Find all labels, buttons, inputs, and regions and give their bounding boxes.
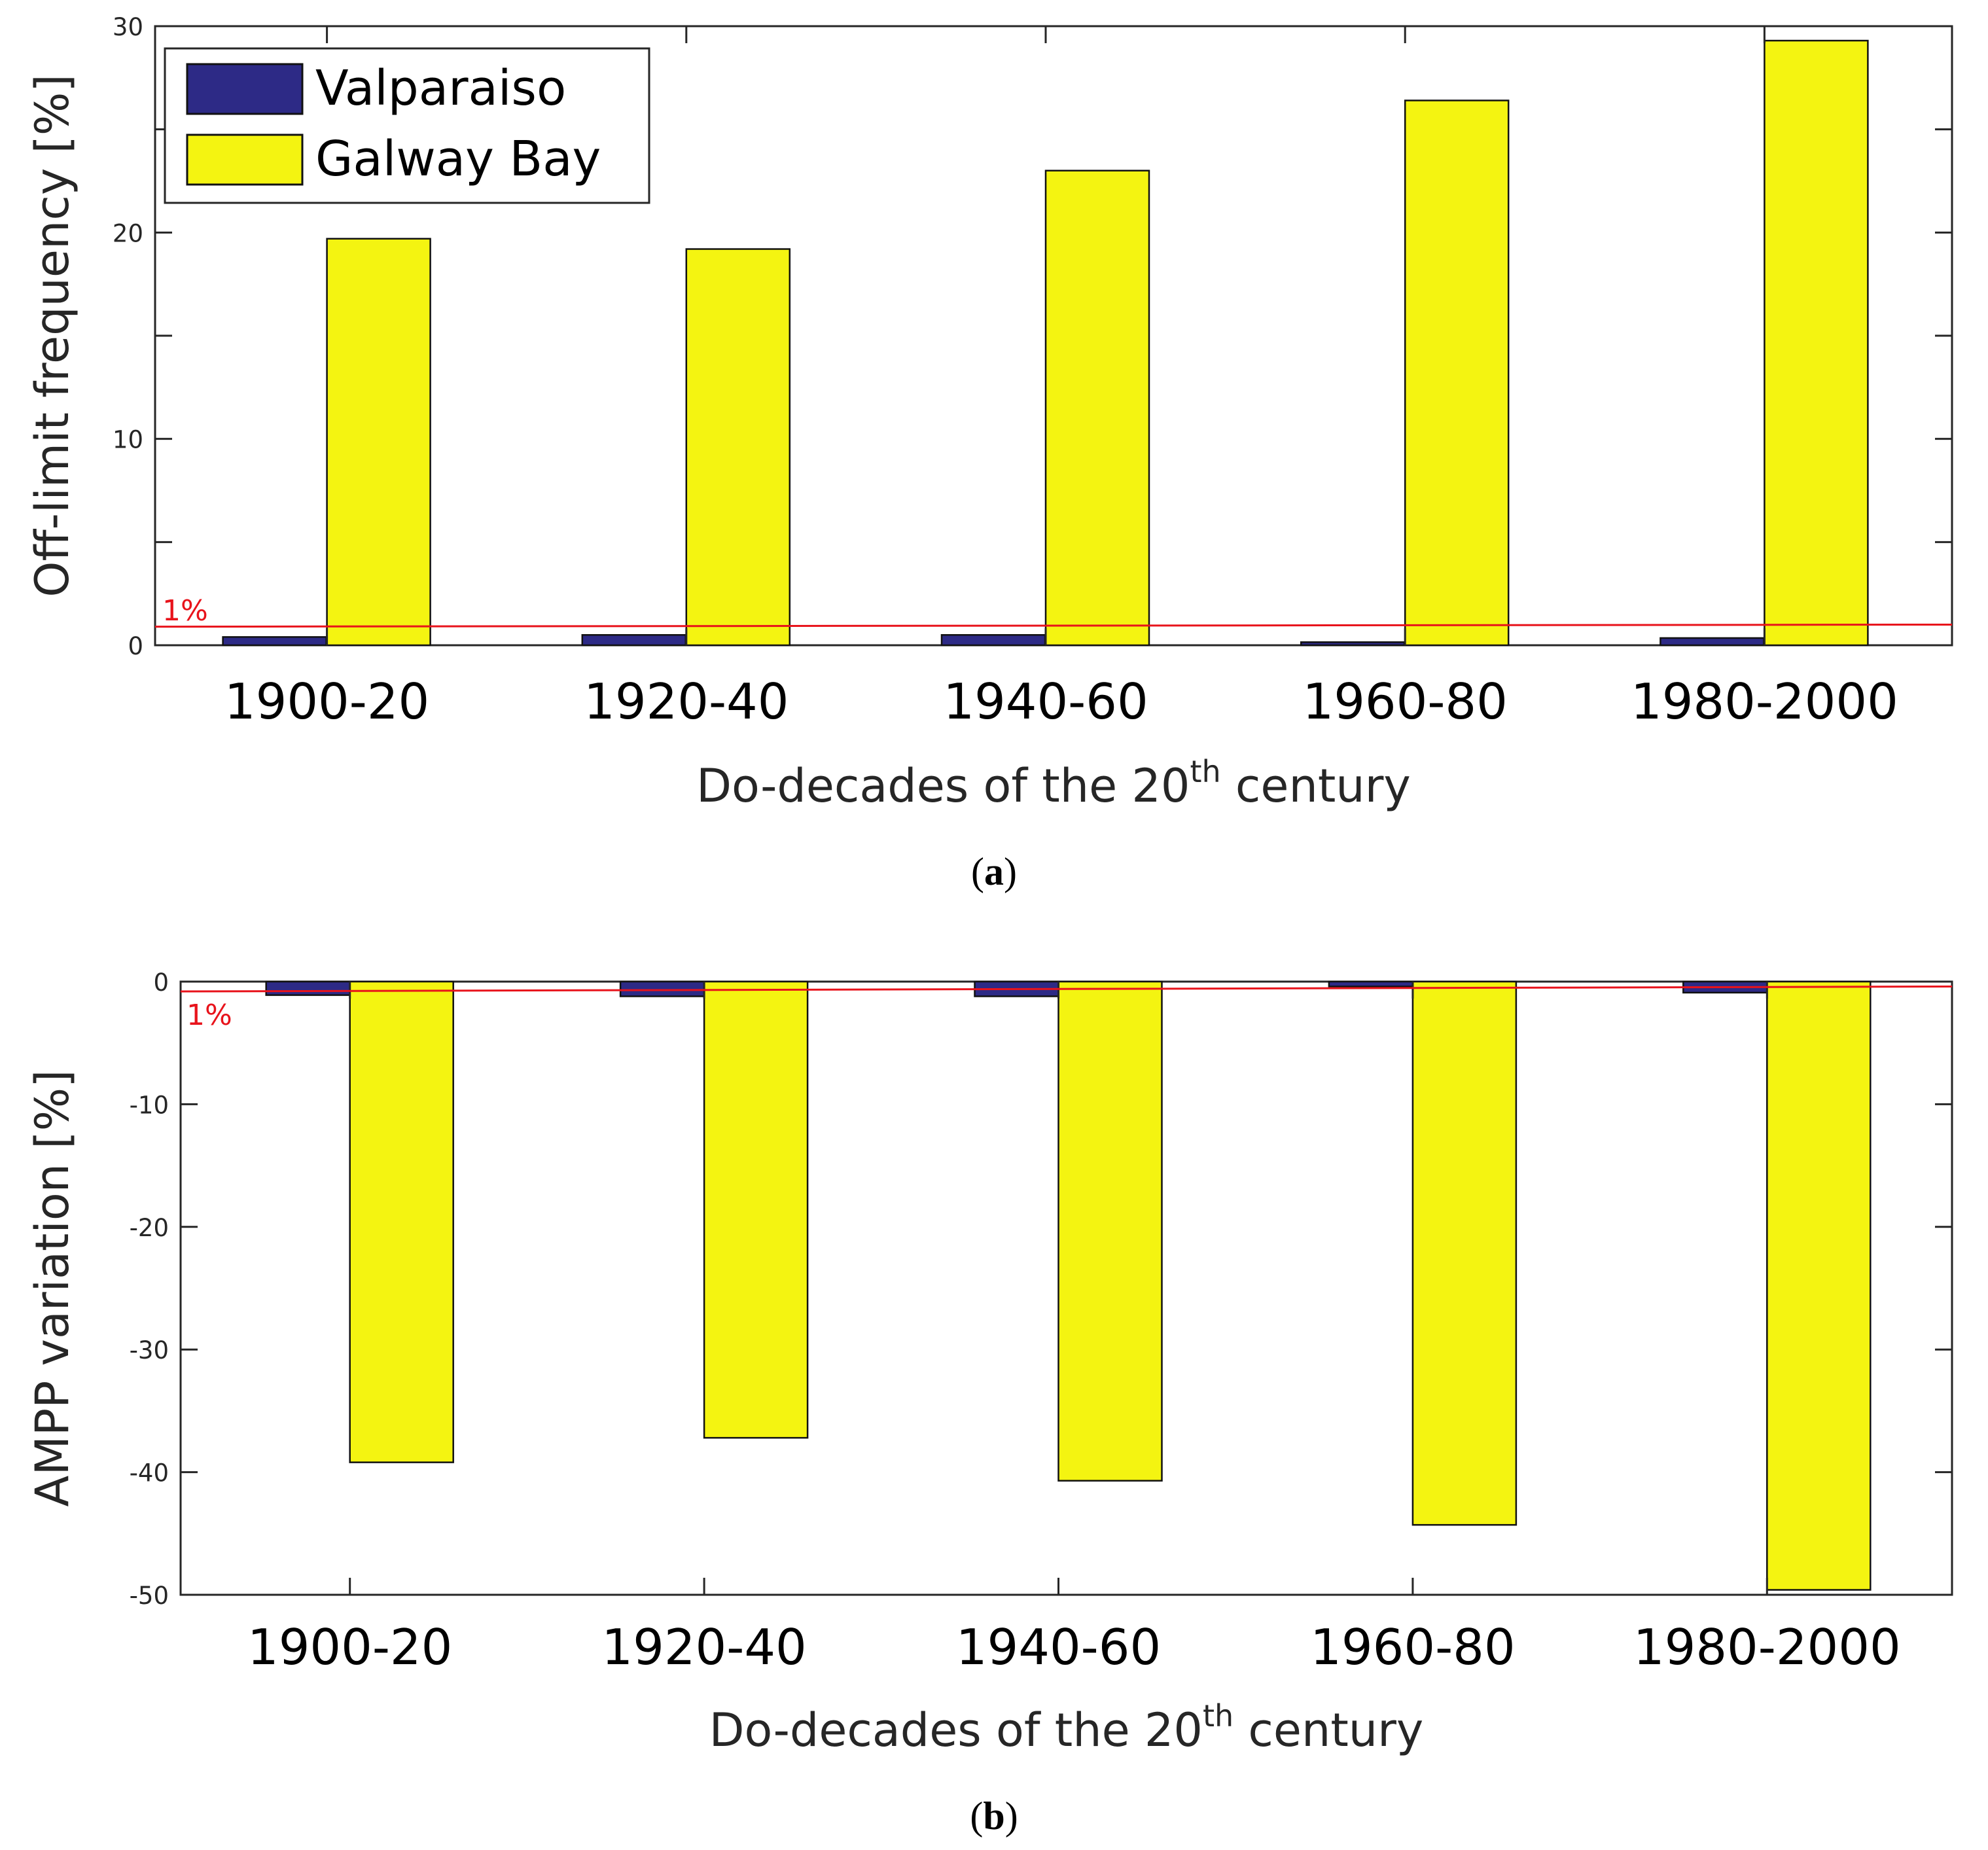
x-tick-label: 1900-20 [224, 673, 429, 730]
panel-paren-open: ( [971, 850, 984, 893]
bar-galway-bay-1960-80 [1404, 99, 1510, 647]
y-tick-label: -50 [130, 1582, 169, 1610]
panel-label: (a) [971, 850, 1017, 893]
x-axis-title-end: century [1234, 1703, 1423, 1757]
bar-galway-bay-1900-20 [349, 980, 454, 1463]
x-tick-label: 1940-60 [956, 1618, 1161, 1676]
x-axis-title-main: Do-decades of the 20 [709, 1703, 1203, 1757]
legend: Valparaiso Galway Bay [164, 47, 650, 204]
bar-valparaiso-1920-40 [581, 633, 687, 647]
reference-line [154, 623, 1953, 628]
y-tick-label: -30 [130, 1336, 169, 1364]
panel-letter: b [983, 1794, 1004, 1838]
y-tick-label: 0 [153, 969, 169, 997]
y-tick-label: -40 [130, 1459, 169, 1487]
y-axis-title: Off-limit frequency [%] [26, 74, 79, 597]
reference-line-label: 1% [186, 999, 232, 1032]
y-tick-label: 30 [113, 13, 143, 41]
bar-galway-bay-1980-2000 [1764, 39, 1869, 647]
x-tick-label: 1960-80 [1310, 1618, 1515, 1676]
bar-valparaiso-1900-20 [222, 636, 327, 647]
bar-valparaiso-1960-80 [1300, 641, 1406, 647]
legend-swatch-galway-bay [186, 133, 304, 186]
x-axis-title-sup: th [1190, 754, 1220, 789]
x-axis-title-main: Do-decades of the 20 [696, 759, 1190, 813]
bar-galway-bay-1920-40 [685, 248, 791, 647]
x-tick-label: 1980-2000 [1633, 1618, 1901, 1676]
legend-swatch-valparaiso [186, 63, 304, 115]
x-tick-label: 1960-80 [1303, 673, 1508, 730]
chart-panel-a: 0 10 20 30 1900-20 1920-40 1940-60 1960-80 1980-… [26, 13, 1953, 893]
bar-valparaiso-1980-2000 [1660, 637, 1765, 647]
bar-galway-bay-1940-60 [1057, 980, 1163, 1482]
x-axis-title: Do-decades of the 20th century [709, 1698, 1424, 1757]
legend-label: Galway Bay [315, 131, 601, 187]
x-axis-title-end: century [1221, 759, 1411, 813]
legend-label: Valparaiso [315, 60, 566, 116]
y-tick-label: -10 [130, 1091, 169, 1119]
bar-galway-bay-1980-2000 [1766, 980, 1872, 1591]
x-axis-title: Do-decades of the 20th century [696, 754, 1411, 813]
x-tick-label: 1940-60 [943, 673, 1148, 730]
bar-galway-bay-1900-20 [326, 238, 431, 647]
x-tick-label: 1980-2000 [1631, 673, 1898, 730]
panel-paren-open: ( [970, 1794, 983, 1838]
y-tick-label: 0 [128, 632, 143, 660]
chart-panel-b: -50 -40 -30 -20 -10 0 1900-20 1920-40 1940-60 196… [26, 969, 1953, 1838]
bar-valparaiso-1940-60 [940, 633, 1046, 647]
bar-galway-bay-1960-80 [1411, 980, 1518, 1526]
panel-paren-close: ) [1005, 1794, 1018, 1838]
x-tick-label: 1920-40 [601, 1618, 806, 1676]
y-tick-label: 20 [113, 219, 143, 247]
bar-galway-bay-1920-40 [703, 980, 809, 1439]
panel-letter: a [984, 850, 1004, 893]
panel-paren-close: ) [1004, 850, 1017, 893]
x-axis-title-sup: th [1203, 1698, 1234, 1734]
x-tick-label: 1900-20 [247, 1618, 452, 1676]
reference-line-label: 1% [162, 594, 208, 628]
panel-label: (b) [970, 1794, 1018, 1838]
reference-line [180, 985, 1953, 993]
y-tick-label: 10 [113, 426, 143, 454]
x-tick-label: 1920-40 [584, 673, 789, 730]
bar-galway-bay-1940-60 [1044, 169, 1150, 647]
y-tick-label: -20 [130, 1214, 169, 1242]
y-axis-title: AMPP variation [%] [26, 1070, 79, 1507]
